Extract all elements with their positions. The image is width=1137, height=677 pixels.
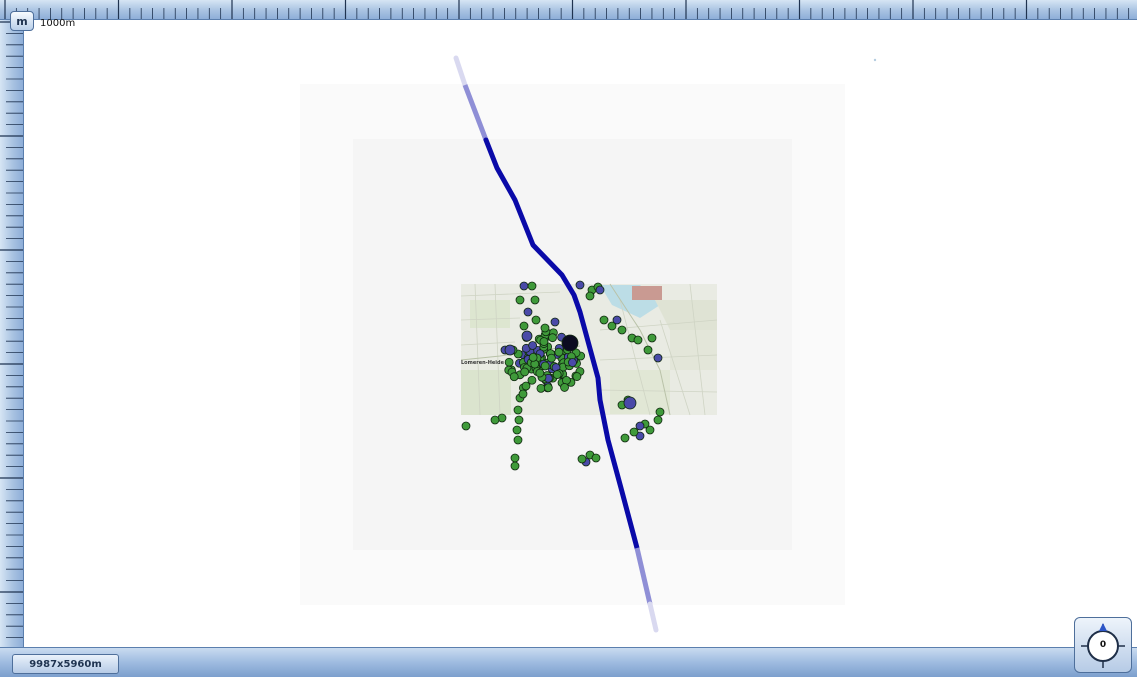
map-marker[interactable] [518, 389, 528, 399]
map-marker[interactable] [512, 425, 522, 435]
map-marker[interactable] [550, 317, 560, 327]
map-marker[interactable] [548, 333, 557, 343]
map-marker[interactable] [620, 433, 630, 443]
marker-layer[interactable] [461, 280, 665, 471]
map-marker[interactable] [519, 281, 529, 291]
map-marker[interactable] [461, 421, 471, 431]
compass-heading: 0 [1099, 640, 1107, 650]
map-marker[interactable] [599, 315, 609, 325]
map-marker[interactable] [643, 345, 653, 355]
unit-toggle-button[interactable]: m [10, 11, 34, 31]
stray-mark [873, 58, 877, 62]
map-marker[interactable] [635, 431, 645, 441]
route-line[interactable] [453, 55, 659, 633]
map-marker[interactable] [515, 295, 525, 305]
map-marker[interactable] [513, 405, 523, 415]
map-marker[interactable] [513, 435, 523, 445]
map-marker[interactable] [572, 372, 582, 381]
map-marker[interactable] [528, 352, 538, 362]
map-marker[interactable] [552, 370, 562, 379]
map-marker-large[interactable] [521, 330, 533, 342]
map-marker[interactable] [554, 347, 564, 357]
map-marker[interactable] [653, 353, 663, 363]
map-marker[interactable] [607, 321, 617, 331]
map-marker[interactable] [575, 280, 585, 290]
map-marker[interactable] [539, 337, 549, 346]
compass-icon [1081, 623, 1125, 668]
map-marker[interactable] [514, 415, 524, 425]
route-main-segment [483, 137, 640, 551]
route-faded-end [647, 601, 659, 633]
map-marker[interactable] [540, 361, 550, 371]
map-marker[interactable] [635, 421, 645, 431]
route-faded-start [453, 55, 468, 88]
map-marker[interactable] [536, 383, 546, 393]
map-marker[interactable] [560, 383, 569, 392]
horizontal-ruler [0, 0, 1137, 20]
map-marker[interactable] [510, 453, 520, 463]
route-faded-end-segment [634, 547, 653, 605]
vertical-ruler-ticks [0, 21, 23, 638]
dimensions-button[interactable]: 9987x5960m [12, 654, 119, 674]
compass-button[interactable]: 0 [1074, 617, 1132, 673]
map-marker[interactable] [523, 307, 533, 317]
map-marker[interactable] [530, 295, 540, 305]
map-marker[interactable] [543, 383, 553, 393]
place-label: Lomeren-Heide [461, 360, 505, 366]
map-marker[interactable] [528, 341, 538, 350]
vertical-ruler [0, 20, 24, 647]
map-marker-large[interactable] [504, 344, 516, 356]
map-marker[interactable] [647, 333, 657, 343]
map-marker[interactable] [540, 323, 550, 333]
map-marker-dark[interactable] [561, 334, 579, 352]
map-marker[interactable] [617, 325, 627, 335]
map-marker[interactable] [655, 407, 665, 417]
map-marker[interactable] [504, 357, 514, 367]
horizontal-ruler-ticks [4, 0, 1130, 19]
map-marker[interactable] [520, 367, 530, 377]
map-marker[interactable] [519, 321, 529, 331]
map-marker[interactable] [509, 372, 519, 382]
map-marker-large[interactable] [623, 396, 637, 410]
map-marker[interactable] [568, 358, 577, 367]
scale-label: 1000m [40, 18, 76, 29]
map-marker[interactable] [629, 427, 639, 437]
map-marker[interactable] [633, 335, 643, 345]
route-faded-segment [462, 84, 489, 141]
map-layer[interactable]: Lomeren-Heide [24, 20, 1137, 647]
map-marker[interactable] [547, 353, 556, 363]
map-marker[interactable] [595, 285, 605, 295]
map-marker[interactable] [531, 315, 541, 325]
map-marker[interactable] [577, 454, 587, 464]
map-marker[interactable] [612, 315, 622, 325]
map-marker[interactable] [510, 461, 520, 471]
map-marker[interactable] [591, 453, 601, 463]
map-marker[interactable] [535, 368, 545, 378]
map-marker[interactable] [645, 425, 655, 435]
map-marker[interactable] [490, 415, 500, 425]
status-bar: 9987x5960m [0, 647, 1137, 677]
map-marker[interactable] [527, 281, 537, 291]
map-marker[interactable] [653, 415, 663, 425]
map-marker[interactable] [585, 291, 595, 301]
map-canvas[interactable]: Lomeren-Heide [24, 20, 1137, 647]
map-marker[interactable] [521, 381, 531, 391]
map-marker[interactable] [527, 375, 537, 385]
